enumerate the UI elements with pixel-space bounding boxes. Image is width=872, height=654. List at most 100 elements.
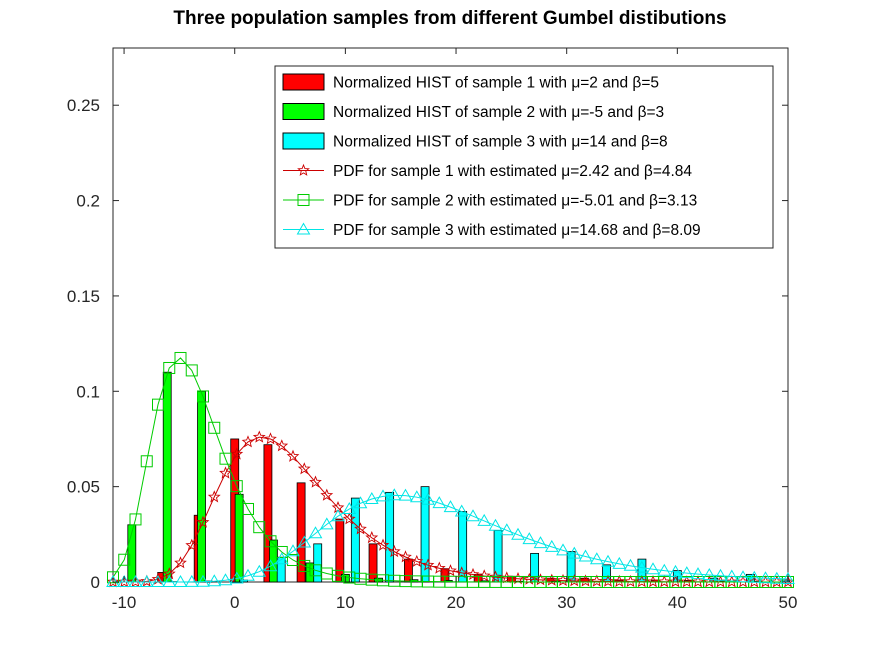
pdf3-marker-4 (151, 574, 165, 587)
pdf1-marker-12 (241, 435, 255, 448)
pdf1-marker-29 (432, 561, 446, 574)
pdf1-marker-2 (129, 575, 142, 588)
pdf1-marker-26 (399, 550, 412, 563)
pdf2-marker-5 (163, 361, 176, 374)
pdf1-marker-33 (477, 569, 491, 582)
pdf1-marker-51 (680, 575, 694, 588)
pdf1-marker-19 (320, 488, 334, 501)
pdf3-marker-12 (241, 568, 255, 581)
x-tick-label-5: 40 (668, 593, 687, 612)
pdf3-marker-54 (713, 568, 728, 581)
pdf1-marker-58 (759, 575, 772, 588)
legend-marker-pdf-3 (296, 222, 311, 235)
pdf3-marker-59 (769, 571, 784, 584)
legend-swatch-hist-3 (282, 132, 325, 150)
axes: -10 0 10 20 30 40 50 0 0.05 0.1 0.15 0.2 0.25 (67, 48, 797, 612)
pdf1-marker-15 (275, 439, 289, 452)
pdf3-marker-38 (533, 536, 548, 549)
pdf3-marker-36 (511, 527, 525, 540)
pdf3-marker-48 (646, 562, 660, 575)
pdf3-marker-28 (421, 492, 435, 505)
pdf3-marker-30 (443, 500, 458, 513)
pdf1-marker-45 (612, 574, 626, 588)
y-tick-label-5: 0.25 (67, 96, 100, 115)
pdf3-marker-23 (364, 491, 379, 504)
pdf3-marker-46 (623, 558, 638, 571)
pdf1-marker-13 (252, 430, 266, 443)
pdf1-marker-31 (455, 566, 469, 579)
chart-title: Three population samples from different … (173, 8, 726, 29)
pdf1-marker-56 (736, 575, 750, 588)
pdf1-marker-52 (691, 575, 705, 588)
pdf3-marker-20 (331, 509, 345, 522)
pdf3-marker-24 (376, 489, 390, 502)
pdf2-marker-10 (219, 452, 232, 465)
pdf3-marker-60 (781, 571, 795, 584)
pdf1-marker-27 (410, 554, 424, 567)
pdf3-marker-50 (668, 564, 683, 577)
pdf3-marker-42 (578, 549, 593, 562)
pdf1-marker-16 (286, 449, 300, 462)
pdf1-marker-43 (590, 574, 604, 587)
pdf2-marker-6 (174, 351, 187, 364)
pdf3-marker-10 (218, 573, 233, 586)
pdf3-marker-0 (106, 574, 120, 587)
pdf1-marker-17 (297, 462, 311, 475)
pdf-curves (106, 351, 795, 588)
hist3-bar-5 (350, 497, 360, 583)
pdf2-marker-8 (197, 390, 209, 403)
pdf3-marker-8 (196, 574, 210, 587)
pdf3-marker-58 (758, 571, 773, 584)
pdf1-marker-28 (421, 558, 435, 571)
hist2-bar-3 (234, 493, 244, 583)
pdf1-marker-18 (309, 475, 322, 488)
pdf1-marker-1 (117, 575, 131, 588)
x-tick-label-0: -10 (112, 593, 137, 612)
pdf3-marker-41 (567, 546, 582, 559)
pdf1-marker-8 (196, 515, 210, 528)
pdf3-marker-16 (286, 544, 300, 557)
pdf1-marker-32 (466, 567, 480, 580)
pdf1-marker-7 (185, 538, 199, 551)
pdf3-marker-19 (319, 517, 334, 530)
pdf3-marker-53 (702, 567, 717, 580)
pdf1-marker-11 (230, 447, 244, 460)
hist2-bar-1 (162, 371, 172, 583)
pdf3-marker-52 (691, 567, 705, 580)
pdf2-marker-4 (152, 398, 164, 411)
pdf1-marker-23 (365, 530, 379, 544)
pdf3-marker-2 (128, 574, 143, 587)
pdf3-marker-22 (353, 496, 368, 509)
pdf1-marker-9 (207, 490, 221, 503)
pdf3-marker-18 (308, 526, 323, 539)
pdf1-marker-14 (264, 432, 277, 445)
pdf1-marker-53 (702, 575, 716, 588)
pdf1-marker-44 (601, 574, 615, 587)
pdf1-marker-0 (106, 575, 120, 588)
pdf3-marker-35 (499, 523, 514, 536)
y-tick-label-3: 0.15 (67, 287, 100, 306)
pdf3-marker-33 (477, 513, 492, 526)
pdf3-marker-40 (556, 543, 570, 556)
pdf3-marker-31 (454, 504, 469, 517)
pdf3-line (113, 494, 789, 583)
pdf1-marker-3 (140, 574, 154, 587)
legend-swatch-hist-2 (282, 103, 325, 120)
pdf1-marker-39 (545, 573, 559, 586)
pdf3-marker-34 (488, 518, 503, 531)
pdf1-marker-6 (174, 556, 187, 569)
pdf3-marker-26 (398, 488, 413, 501)
pdf1-marker-46 (624, 574, 637, 587)
pdf3-marker-47 (634, 560, 649, 573)
pdf3-marker-39 (544, 539, 559, 552)
legend-marker-pdf-1 (297, 163, 310, 176)
legend: Normalized HIST of sample 1 with μ=2 and… (274, 65, 774, 249)
pdf2-marker-1 (118, 553, 131, 566)
pdf2-marker-12 (242, 502, 254, 515)
pdf1-marker-48 (646, 574, 660, 588)
pdf1-marker-49 (657, 575, 671, 588)
pdf3-marker-49 (657, 563, 672, 576)
x-tick-label-3: 20 (447, 593, 466, 612)
hist3-bar-7 (420, 486, 430, 583)
